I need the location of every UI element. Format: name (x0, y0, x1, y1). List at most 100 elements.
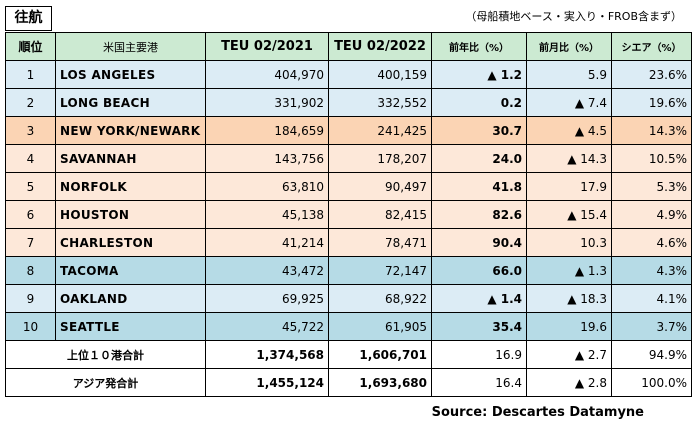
rank-cell: 3 (5, 116, 56, 145)
header-row: 順位 米国主要港 TEU 02/2021 TEU 02/2022 前年比（%） … (5, 32, 692, 61)
teu-2021-cell: 45,138 (205, 200, 329, 229)
table-row: 7 CHARLESTON 41,214 78,471 90.4 10.3 4.6% (5, 228, 692, 257)
rank-cell: 9 (5, 284, 56, 313)
table-row: 8 TACOMA 43,472 72,147 66.0 ▲ 1.3 4.3% (5, 256, 692, 285)
port-name-cell: LONG BEACH (55, 88, 206, 117)
total-teu-2022-cell: 1,606,701 (328, 340, 432, 369)
header-share: シエア（%） (611, 32, 692, 61)
teu-2022-cell: 332,552 (328, 88, 432, 117)
mom-cell: ▲ 4.5 (526, 116, 612, 145)
header-rank: 順位 (5, 32, 56, 61)
total-row: 上位１０港合計 1,374,568 1,606,701 16.9 ▲ 2.7 94.9% (5, 340, 692, 369)
rank-cell: 7 (5, 228, 56, 257)
teu-2022-cell: 82,415 (328, 200, 432, 229)
teu-2021-cell: 184,659 (205, 116, 329, 145)
total-row: アジア発合計 1,455,124 1,693,680 16.4 ▲ 2.8 100.0% (5, 368, 692, 397)
direction-label: 往航 (5, 6, 52, 31)
total-mom-cell: ▲ 2.7 (526, 340, 612, 369)
header-teu-2021: TEU 02/2021 (205, 32, 329, 61)
total-teu-2021-cell: 1,455,124 (205, 368, 329, 397)
header-port: 米国主要港 (55, 32, 206, 61)
mom-cell: 17.9 (526, 172, 612, 201)
teu-2021-cell: 43,472 (205, 256, 329, 285)
teu-2021-cell: 331,902 (205, 88, 329, 117)
source-credit: Source: Descartes Datamyne (431, 405, 644, 420)
teu-2022-cell: 400,159 (328, 60, 432, 89)
share-cell: 3.7% (611, 312, 692, 341)
share-cell: 10.5% (611, 144, 692, 173)
share-cell: 4.9% (611, 200, 692, 229)
port-name-cell: CHARLESTON (55, 228, 206, 257)
rank-cell: 2 (5, 88, 56, 117)
total-teu-2021-cell: 1,374,568 (205, 340, 329, 369)
yoy-cell: 35.4 (431, 312, 527, 341)
total-yoy-cell: 16.4 (431, 368, 527, 397)
teu-2022-cell: 241,425 (328, 116, 432, 145)
rank-cell: 6 (5, 200, 56, 229)
yoy-cell: 82.6 (431, 200, 527, 229)
port-name-cell: NEW YORK/NEWARK (55, 116, 206, 145)
rank-cell: 1 (5, 60, 56, 89)
table-row: 10 SEATTLE 45,722 61,905 35.4 19.6 3.7% (5, 312, 692, 341)
share-cell: 5.3% (611, 172, 692, 201)
rank-cell: 10 (5, 312, 56, 341)
table-row: 1 LOS ANGELES 404,970 400,159 ▲ 1.2 5.9 23.6% (5, 60, 692, 89)
rank-cell: 8 (5, 256, 56, 285)
share-cell: 4.3% (611, 256, 692, 285)
mom-cell: ▲ 14.3 (526, 144, 612, 173)
teu-2022-cell: 68,922 (328, 284, 432, 313)
total-label-cell: アジア発合計 (5, 368, 206, 397)
port-name-cell: TACOMA (55, 256, 206, 285)
port-name-cell: SEATTLE (55, 312, 206, 341)
port-ranking-table: 順位 米国主要港 TEU 02/2021 TEU 02/2022 前年比（%） … (5, 32, 692, 397)
teu-2021-cell: 404,970 (205, 60, 329, 89)
total-share-cell: 94.9% (611, 340, 692, 369)
teu-2022-cell: 78,471 (328, 228, 432, 257)
table-row: 9 OAKLAND 69,925 68,922 ▲ 1.4 ▲ 18.3 4.1% (5, 284, 692, 313)
port-name-cell: LOS ANGELES (55, 60, 206, 89)
total-yoy-cell: 16.9 (431, 340, 527, 369)
port-name-cell: NORFOLK (55, 172, 206, 201)
share-cell: 19.6% (611, 88, 692, 117)
mom-cell: 10.3 (526, 228, 612, 257)
yoy-cell: ▲ 1.4 (431, 284, 527, 313)
total-label-cell: 上位１０港合計 (5, 340, 206, 369)
table-row: 3 NEW YORK/NEWARK 184,659 241,425 30.7 ▲ 4.5 1… (5, 116, 692, 145)
teu-2021-cell: 41,214 (205, 228, 329, 257)
rank-cell: 4 (5, 144, 56, 173)
teu-2021-cell: 69,925 (205, 284, 329, 313)
header-teu-2022: TEU 02/2022 (328, 32, 432, 61)
share-cell: 4.1% (611, 284, 692, 313)
mom-cell: ▲ 1.3 (526, 256, 612, 285)
teu-2022-cell: 61,905 (328, 312, 432, 341)
total-mom-cell: ▲ 2.8 (526, 368, 612, 397)
port-name-cell: HOUSTON (55, 200, 206, 229)
table-row: 5 NORFOLK 63,810 90,497 41.8 17.9 5.3% (5, 172, 692, 201)
share-cell: 23.6% (611, 60, 692, 89)
yoy-cell: 24.0 (431, 144, 527, 173)
mom-cell: ▲ 15.4 (526, 200, 612, 229)
mom-cell: ▲ 18.3 (526, 284, 612, 313)
yoy-cell: 41.8 (431, 172, 527, 201)
teu-2021-cell: 45,722 (205, 312, 329, 341)
yoy-cell: 30.7 (431, 116, 527, 145)
teu-2022-cell: 178,207 (328, 144, 432, 173)
rank-cell: 5 (5, 172, 56, 201)
yoy-cell: 90.4 (431, 228, 527, 257)
header-yoy: 前年比（%） (431, 32, 527, 61)
share-cell: 14.3% (611, 116, 692, 145)
teu-2022-cell: 90,497 (328, 172, 432, 201)
mom-cell: 19.6 (526, 312, 612, 341)
table-row: 4 SAVANNAH 143,756 178,207 24.0 ▲ 14.3 10.5% (5, 144, 692, 173)
mom-cell: 5.9 (526, 60, 612, 89)
port-name-cell: SAVANNAH (55, 144, 206, 173)
teu-2022-cell: 72,147 (328, 256, 432, 285)
table-row: 2 LONG BEACH 331,902 332,552 0.2 ▲ 7.4 19.6% (5, 88, 692, 117)
total-share-cell: 100.0% (611, 368, 692, 397)
port-name-cell: OAKLAND (55, 284, 206, 313)
table-note: （母船積地ベース・実入り・FROB含まず） (465, 10, 682, 23)
share-cell: 4.6% (611, 228, 692, 257)
yoy-cell: ▲ 1.2 (431, 60, 527, 89)
yoy-cell: 66.0 (431, 256, 527, 285)
mom-cell: ▲ 7.4 (526, 88, 612, 117)
